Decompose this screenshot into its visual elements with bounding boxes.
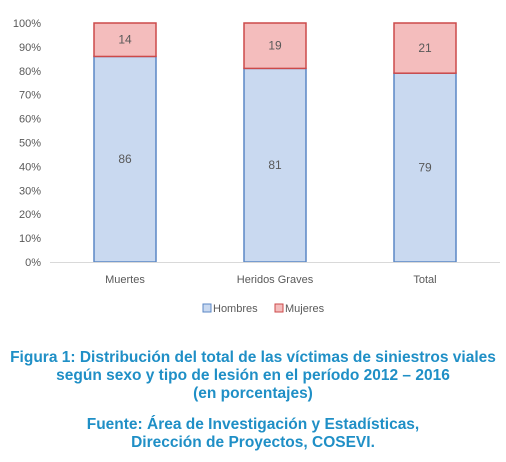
figure-caption: Figura 1: Distribución del total de las … xyxy=(0,349,506,403)
y-axis: 0% 10% 20% 30% 40% 50% 60% 70% 80% 90% 100% xyxy=(13,18,41,269)
data-label: 21 xyxy=(418,41,432,55)
y-tick-label: 20% xyxy=(19,209,41,221)
legend-label-hombres: Hombres xyxy=(213,303,258,315)
source-caption: Fuente: Área de Investigación y Estadíst… xyxy=(0,416,506,452)
source-line-1: Fuente: Área de Investigación y Estadíst… xyxy=(86,416,420,433)
y-tick-label: 40% xyxy=(19,161,41,173)
y-tick-label: 70% xyxy=(19,90,41,102)
x-tick-label: Heridos Graves xyxy=(237,274,314,286)
data-label: 79 xyxy=(418,161,432,175)
x-tick-label: Muertes xyxy=(105,274,145,286)
data-label: 19 xyxy=(268,39,282,53)
bar-hombres-1 xyxy=(93,55,157,263)
bar-mujeres-2 xyxy=(243,22,307,70)
y-tick-label: 50% xyxy=(19,138,41,150)
y-tick-label: 80% xyxy=(19,66,41,78)
caption-line-3: (en porcentajes) xyxy=(193,385,313,402)
data-label: 81 xyxy=(268,158,282,172)
x-tick-label: Total xyxy=(413,274,436,286)
y-tick-label: 90% xyxy=(19,42,41,54)
stacked-bar-chart: 0% 10% 20% 30% 40% 50% 60% 70% 80% 90% 100% 86 14 81… xyxy=(13,18,500,315)
bar-mujeres-1 xyxy=(93,22,157,58)
legend-swatch-mujeres xyxy=(274,303,284,313)
legend-label-mujeres: Mujeres xyxy=(285,303,325,315)
y-tick-label: 60% xyxy=(19,114,41,126)
bar-mujeres-3 xyxy=(393,22,457,74)
y-tick-label: 30% xyxy=(19,185,41,197)
legend-swatch-hombres xyxy=(202,303,212,313)
data-label: 14 xyxy=(118,33,132,47)
y-tick-label: 100% xyxy=(13,18,41,30)
legend: Hombres Mujeres xyxy=(202,303,325,315)
caption-line-2: según sexo y tipo de lesión en el períod… xyxy=(56,367,450,384)
x-axis: Muertes Heridos Graves Total xyxy=(50,262,500,286)
bars: 86 14 81 19 79 21 xyxy=(93,22,457,263)
y-tick-label: 10% xyxy=(19,233,41,245)
caption-line-1: Figura 1: Distribución del total de las … xyxy=(10,349,496,366)
source-line-2: Dirección de Proyectos, COSEVI. xyxy=(131,434,375,451)
y-tick-label: 0% xyxy=(25,257,41,269)
data-label: 86 xyxy=(118,152,132,166)
